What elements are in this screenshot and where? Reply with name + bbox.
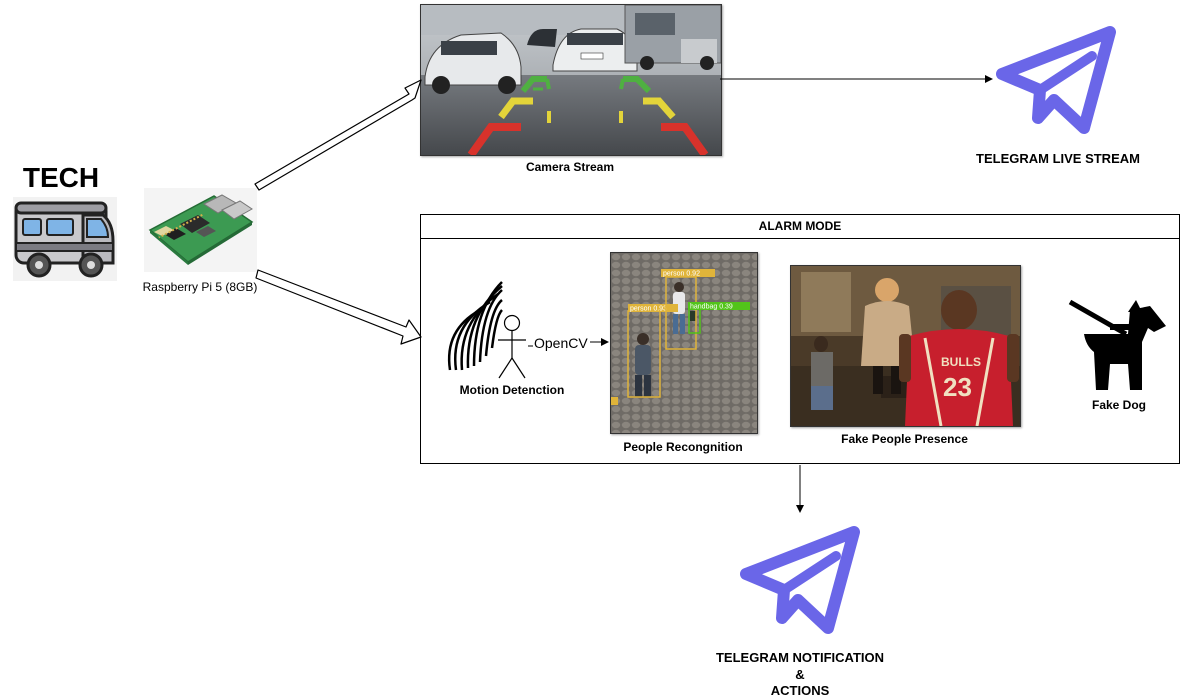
people-recognition-label: People Recongnition bbox=[623, 440, 743, 454]
detection-handbag-039: handbag 0.39 bbox=[690, 304, 733, 311]
raspberry-pi-label: Raspberry Pi 5 (8GB) bbox=[142, 280, 258, 294]
tech-title: TECH bbox=[22, 162, 100, 193]
opencv-label: OpenCV bbox=[534, 335, 588, 351]
telegram-notification-line-2: & bbox=[795, 666, 805, 682]
person-icon bbox=[496, 314, 528, 380]
fake-people-presence-image: BULLS 23 bbox=[790, 265, 1021, 427]
motion-sensor-icon bbox=[442, 280, 532, 380]
camera-stream-label: Camera Stream bbox=[525, 160, 615, 174]
dog-icon bbox=[1068, 298, 1168, 392]
alarm-mode-header: ALARM MODE bbox=[421, 215, 1179, 239]
svg-text:23: 23 bbox=[943, 372, 972, 402]
camper-van-icon bbox=[13, 197, 117, 281]
detection-person-092: person 0.92 bbox=[663, 271, 700, 278]
pi-to-alarm-arrow bbox=[255, 269, 422, 345]
telegram-notification-line-1: TELEGRAM NOTIFICATION bbox=[715, 650, 885, 665]
pi-to-camera-arrow bbox=[254, 79, 422, 191]
detection-person-093: person 0.93 bbox=[630, 306, 667, 313]
alarm-mode-panel: ALARM MODE bbox=[420, 214, 1180, 464]
telegram-live-icon bbox=[996, 22, 1120, 136]
motion-detection-label: Motion Detenction bbox=[459, 383, 565, 397]
fake-dog-label: Fake Dog bbox=[1091, 398, 1146, 412]
telegram-live-label: TELEGRAM LIVE STREAM bbox=[976, 151, 1140, 166]
telegram-notification-label: TELEGRAM NOTIFICATION & ACTIONS bbox=[690, 650, 910, 700]
telegram-notification-icon bbox=[740, 522, 864, 636]
camera-stream-image bbox=[420, 4, 722, 156]
raspberry-pi-board-icon bbox=[144, 188, 257, 272]
fake-people-presence-label: Fake People Presence bbox=[841, 432, 968, 446]
svg-text:BULLS: BULLS bbox=[941, 355, 981, 369]
telegram-notification-line-3: ACTIONS bbox=[770, 683, 830, 698]
people-recognition-image: person 0.93 person 0.92 handbag 0.39 bbox=[610, 252, 758, 434]
